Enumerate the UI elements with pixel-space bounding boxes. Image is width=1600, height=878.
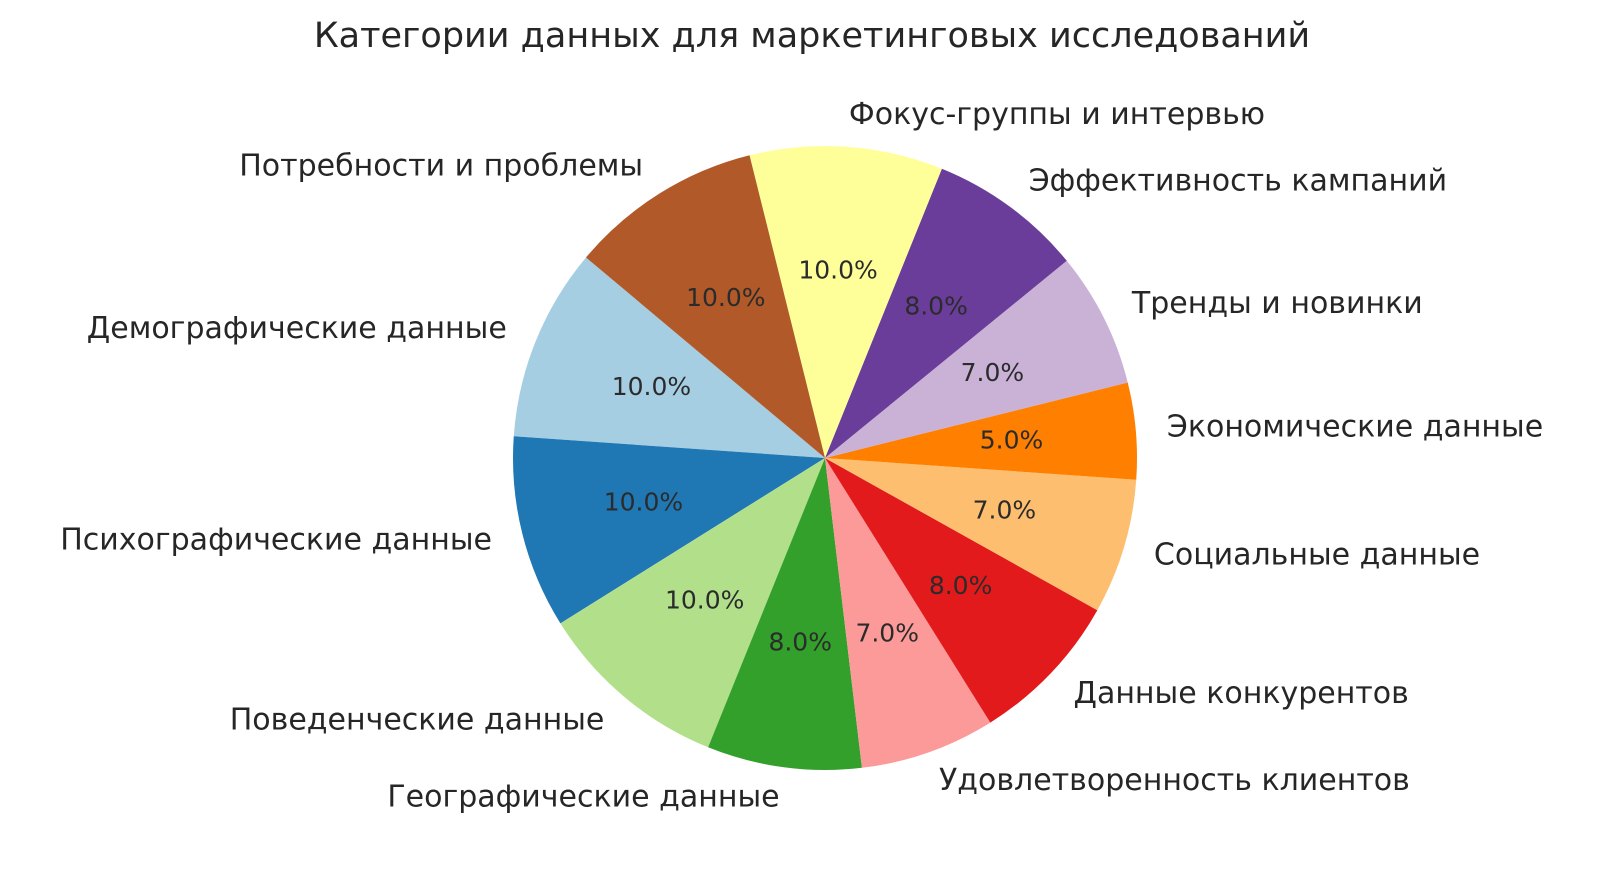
pie-slice-10 xyxy=(825,168,1067,458)
pie-slice-pct-1: 10.0% xyxy=(612,372,691,401)
pie-slice-label-4: Географические данные xyxy=(387,780,779,815)
pie-slice-label-7: Социальные данные xyxy=(1154,538,1480,573)
pie-slice-pct-7: 7.0% xyxy=(973,496,1037,525)
pie-slice-1 xyxy=(513,257,825,458)
pie-slice-label-5: Удовлетворенность клиентов xyxy=(939,763,1410,798)
pie-slice-pct-10: 8.0% xyxy=(904,291,968,320)
pie-slice-label-11: Фокус-группы и интервью xyxy=(849,97,1265,132)
pie-slice-8 xyxy=(825,382,1137,480)
pie-slice-7 xyxy=(825,458,1137,611)
pie-slice-pct-2: 10.0% xyxy=(604,487,683,516)
pie-slice-6 xyxy=(825,458,1098,723)
pie-slice-12 xyxy=(585,155,825,458)
pie-slice-3 xyxy=(560,458,825,748)
pie-slice-pct-5: 7.0% xyxy=(855,619,919,648)
pie-slice-label-8: Экономические данные xyxy=(1167,410,1543,445)
pie-slice-pct-6: 8.0% xyxy=(929,571,993,600)
pie-slice-label-1: Демографические данные xyxy=(87,311,507,346)
pie-slice-pct-4: 8.0% xyxy=(768,628,832,657)
pie-slice-2 xyxy=(513,436,825,624)
pie-slice-label-2: Психографические данные xyxy=(60,523,492,558)
pie-slice-pct-11: 10.0% xyxy=(798,255,877,284)
chart-title: Категории данных для маркетинговых иссле… xyxy=(313,16,1311,56)
pie-slice-4 xyxy=(708,458,862,771)
pie-slice-label-3: Поведенческие данные xyxy=(230,702,605,737)
pie-slice-9 xyxy=(825,260,1128,458)
pie-slice-5 xyxy=(825,458,991,768)
pie-slice-label-10: Эффективность кампаний xyxy=(1029,163,1447,198)
pie-slice-11 xyxy=(749,146,942,458)
pie-slice-pct-12: 10.0% xyxy=(686,283,765,312)
pie-slice-label-12: Потребности и проблемы xyxy=(239,148,643,183)
pie-slice-pct-8: 5.0% xyxy=(980,426,1044,455)
pie-slice-pct-9: 7.0% xyxy=(961,358,1025,387)
pie-slice-label-6: Данные конкурентов xyxy=(1074,676,1409,711)
pie-slice-label-9: Тренды и новинки xyxy=(1131,286,1423,321)
pie-slice-pct-3: 10.0% xyxy=(665,585,744,614)
